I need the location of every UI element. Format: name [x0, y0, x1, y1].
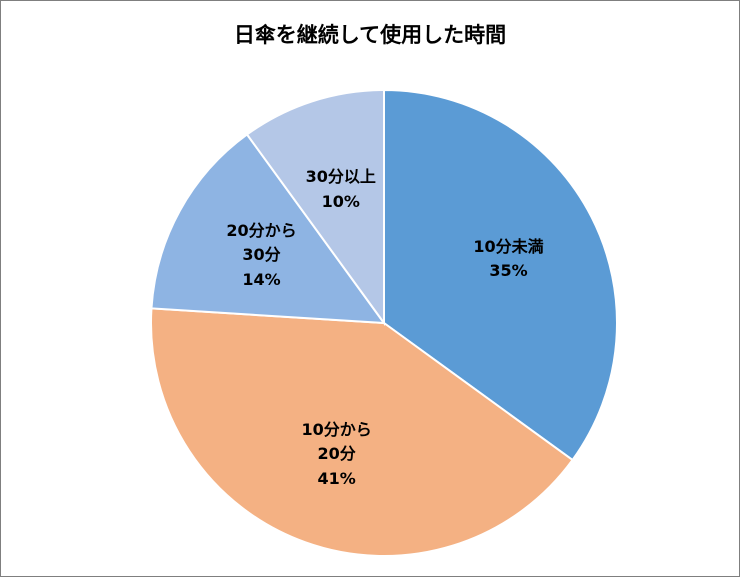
pie-slice — [383, 88, 618, 462]
pie-slice — [245, 88, 385, 327]
pie-slice — [150, 307, 574, 557]
data-label: 10分未満 35% — [470, 235, 547, 285]
data-label: 10分から20分 41% — [298, 417, 375, 491]
value-label: 10% — [321, 192, 360, 212]
category-label: 30分以上 — [305, 167, 376, 187]
value-label: 41% — [317, 468, 356, 488]
category-label: 20分から30分 — [226, 220, 297, 265]
category-label: 10分から20分 — [301, 419, 372, 464]
category-label: 10分未満 — [473, 236, 544, 256]
data-label: 20分から30分 14% — [223, 218, 300, 292]
chart-title: 日傘を継続して使用した時間 — [233, 23, 507, 47]
value-label: 35% — [489, 261, 528, 281]
data-label: 30分以上 10% — [302, 165, 379, 215]
pie-slice — [150, 133, 387, 325]
value-label: 14% — [242, 270, 281, 290]
